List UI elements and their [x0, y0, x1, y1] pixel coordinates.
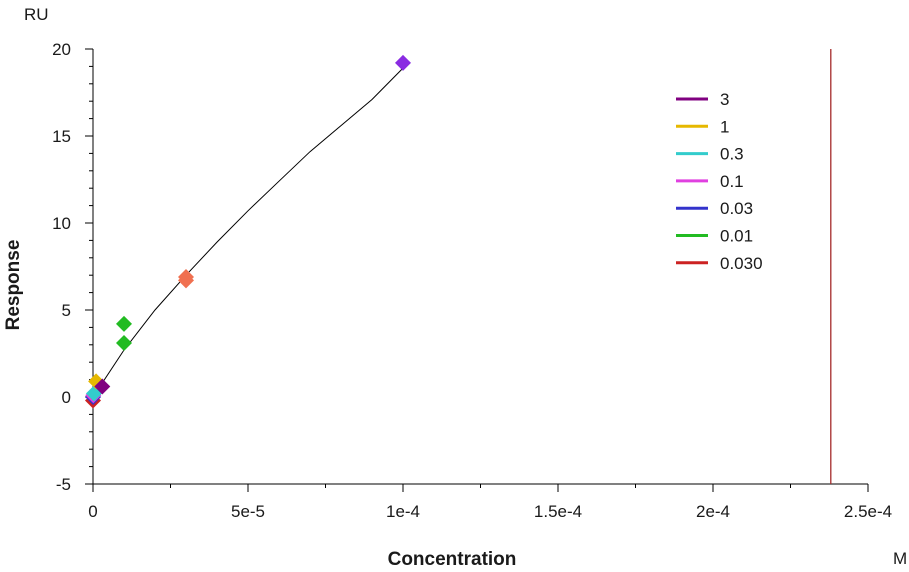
legend-label-6: 0.030	[720, 254, 763, 273]
fit-curve	[92, 67, 404, 398]
y-tick-label-4: 15	[52, 127, 71, 146]
series-0-point-0	[94, 378, 111, 395]
x-axis-title: Concentration	[388, 549, 517, 570]
x-tick-label-1: 5e-5	[231, 502, 265, 521]
y-axis-title: Response	[3, 240, 24, 331]
legend-label-4: 0.03	[720, 199, 753, 218]
series-5-point-0	[116, 315, 132, 332]
y-tick-label-1: 0	[62, 388, 71, 407]
y-tick-label-2: 5	[62, 301, 71, 320]
x-tick-label-3: 1.5e-4	[534, 502, 582, 521]
legend-label-3: 0.1	[720, 172, 744, 191]
x-tick-label-2: 1e-4	[386, 502, 420, 521]
legend-label-0: 3	[720, 90, 729, 109]
y-tick-label-5: 20	[52, 40, 71, 59]
data-points	[85, 54, 411, 409]
legend-label-1: 1	[720, 117, 729, 136]
legend: 3 1 0.3 0.1 0.03 0.01 0.030	[676, 90, 763, 273]
y-unit-label: RU	[24, 5, 49, 24]
ticks: -5 0 5 10 15 20 0 5e-5 1e-4 1.5e-4 2e-4 2.5e-4	[52, 40, 892, 521]
x-tick-label-4: 2e-4	[696, 502, 730, 521]
x-unit-label: M	[893, 549, 907, 568]
y-tick-label-0: -5	[56, 475, 71, 494]
x-tick-label-5: 2.5e-4	[844, 502, 892, 521]
legend-label-5: 0.01	[720, 227, 753, 246]
extra-1-point-1	[178, 272, 194, 289]
fit-curve-group	[92, 67, 404, 398]
series-5-point-1	[116, 335, 132, 352]
x-tick-label-0: 0	[88, 502, 97, 521]
legend-label-2: 0.3	[720, 145, 744, 164]
extra-0-point-0	[395, 54, 411, 71]
y-tick-label-3: 10	[52, 214, 71, 233]
